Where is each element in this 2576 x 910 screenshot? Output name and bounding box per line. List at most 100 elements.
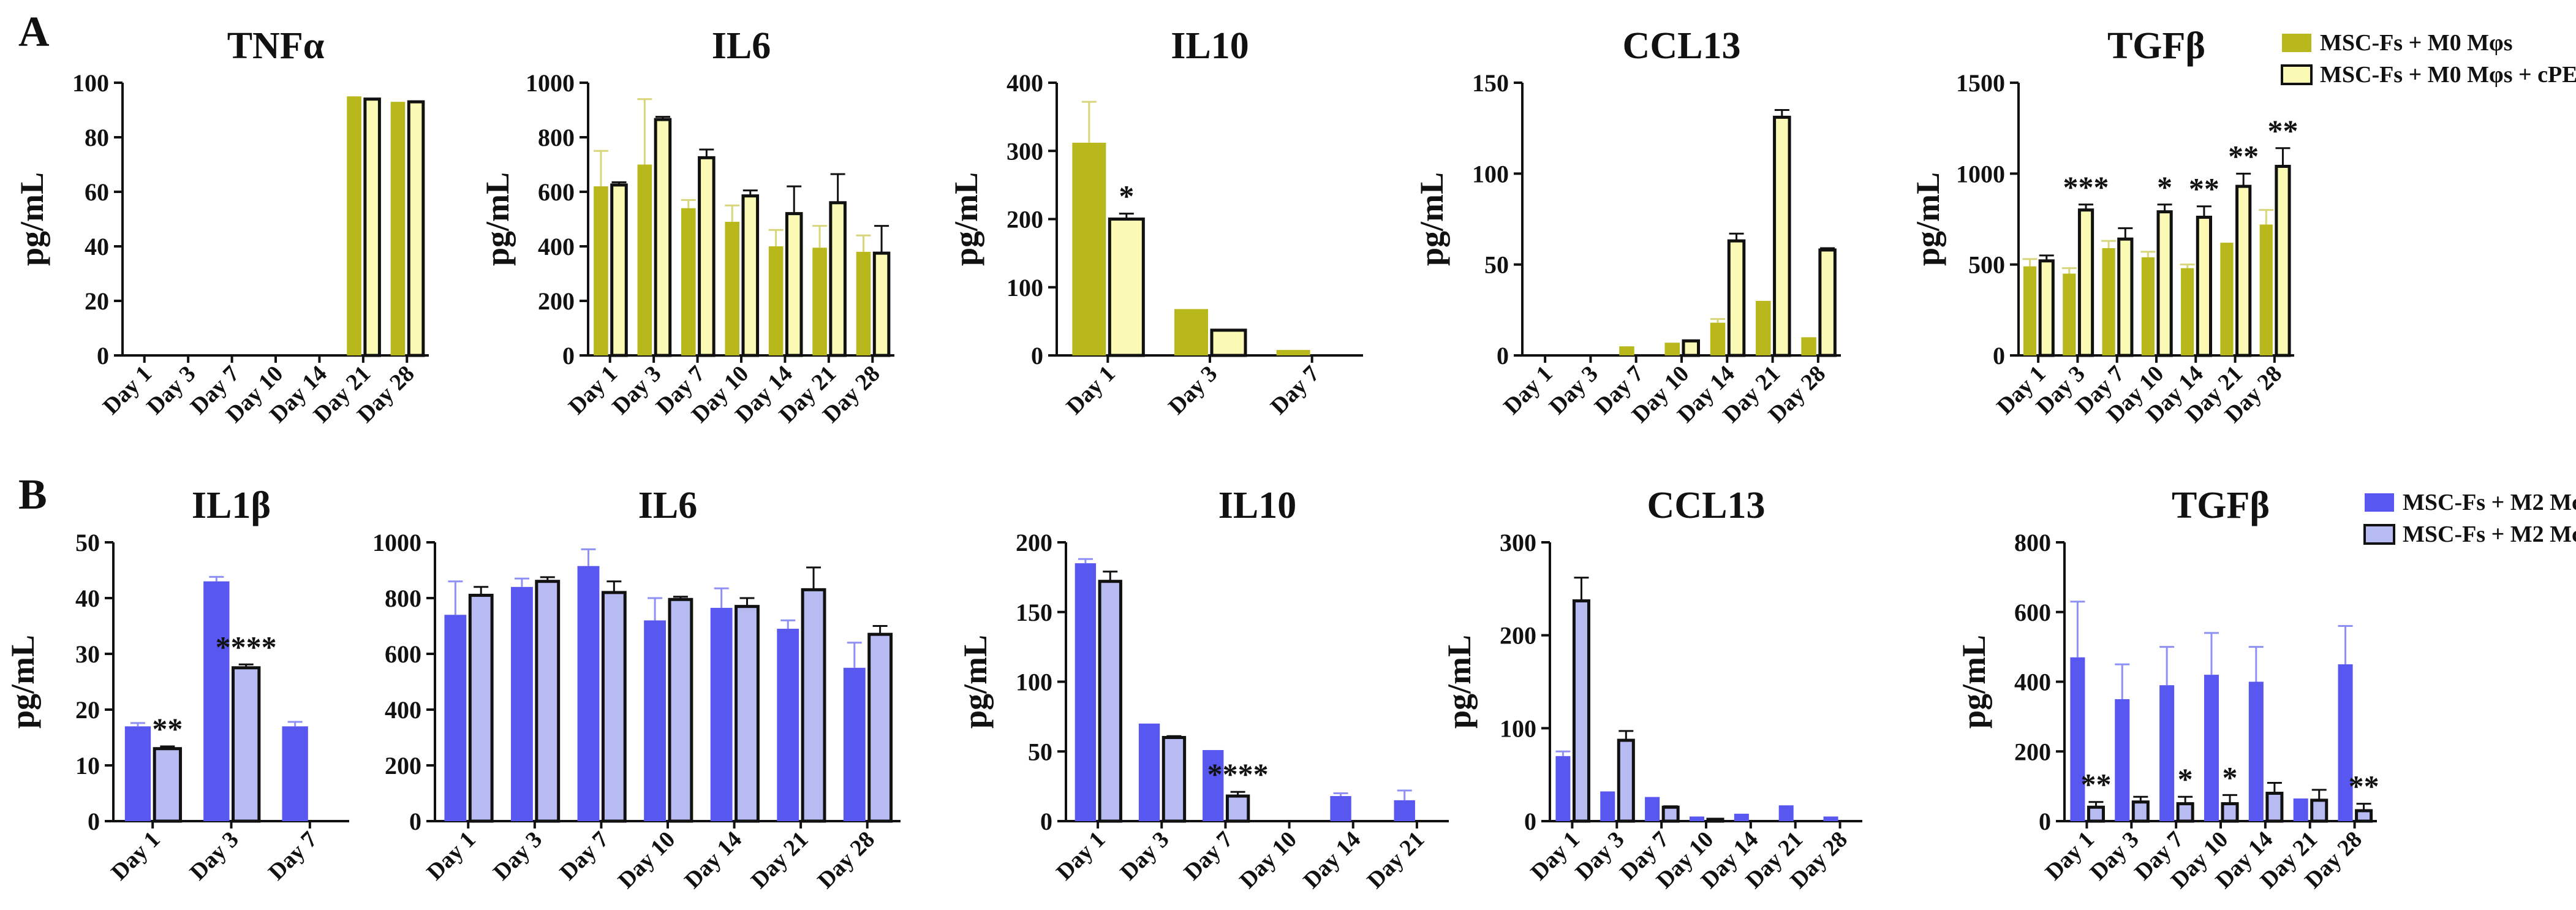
bar-day-10-series-2: [668, 597, 693, 823]
bar-day-21-series-1: [1394, 800, 1415, 821]
bar-day-3-series-2: [1210, 328, 1247, 357]
chart-title: TGFβ: [2107, 25, 2205, 67]
bar-day-3-series-1: [637, 164, 652, 355]
legend-label-series-1: MSC-Fs + M2 Mφs: [2403, 490, 2576, 515]
x-tick-label: Day 1: [1062, 361, 1120, 420]
y-axis-title: pg/mL: [948, 172, 984, 266]
y-tick-label: 200: [2014, 738, 2051, 765]
y-tick-label: 400: [2014, 669, 2051, 696]
bar-day-14-series-1: [1734, 813, 1749, 821]
bar-day-3-series-2: [1617, 738, 1635, 823]
bar-day-1-series-1: [124, 726, 151, 821]
bar-day-1-series-2: [2038, 259, 2055, 357]
x-tick-label: Day 1: [106, 827, 165, 885]
bar-day-10-series-2: [741, 194, 760, 357]
y-tick-label: 800: [538, 124, 575, 151]
y-tick-label: 10: [75, 752, 100, 779]
chart-title: IL1β: [192, 485, 271, 526]
x-tick-label: Day 1: [1051, 827, 1110, 885]
bar-day-3-series-1: [1138, 723, 1160, 821]
bar-day-28-series-2: [1818, 248, 1837, 357]
bar-day-3-series-2: [654, 118, 672, 357]
bar-day-7-series-2: [2176, 802, 2194, 823]
y-tick-label: 20: [75, 696, 100, 724]
bar-day-14-series-2: [785, 212, 803, 357]
y-tick-label: 50: [1484, 251, 1509, 279]
y-tick-label: 200: [1500, 622, 1536, 650]
legend-label-series-2: MSC-Fs + M0 Mφs + cPE: [2320, 62, 2576, 88]
significance-stars: **: [2080, 767, 2111, 802]
bar-day-21-series-2: [2235, 184, 2252, 357]
y-tick-label: 80: [85, 124, 109, 151]
y-tick-label: 50: [1028, 738, 1052, 765]
y-tick-label: 30: [75, 640, 100, 668]
y-tick-label: 0: [2039, 808, 2051, 835]
bar-day-10-series-1: [1664, 343, 1680, 355]
bar-day-21-series-1: [2220, 243, 2234, 355]
legend-swatch-series-1: [2365, 493, 2394, 512]
x-tick-label: Day 3: [185, 827, 244, 885]
y-tick-label: 100: [1016, 669, 1052, 696]
bar-day-28-series-2: [2355, 809, 2373, 823]
bar-day-28-series-2: [872, 251, 891, 357]
y-tick-label: 1000: [526, 69, 575, 97]
x-tick-label: Day 10: [1234, 827, 1302, 894]
significance-stars: **: [152, 711, 183, 746]
bar-day-1-series-1: [1072, 142, 1106, 355]
bar-day-21-series-2: [363, 97, 381, 357]
bar-day-10-series-1: [2204, 675, 2219, 821]
bar-day-3-series-1: [2063, 273, 2076, 355]
y-tick-label: 400: [385, 696, 421, 724]
chart-6: IL1β pg/mL 0 10 20 30 40 50 ** Day 1 **** Day 3 Day …: [4, 485, 349, 885]
bar-day-21-series-1: [1756, 301, 1771, 355]
y-tick-label: 0: [88, 808, 100, 835]
x-tick-label: Day 1: [2041, 827, 2099, 885]
y-tick-label: 200: [538, 287, 575, 315]
bar-day-21-series-2: [829, 201, 847, 357]
significance-stars: *: [2223, 760, 2238, 794]
x-tick-label: Day 1: [1498, 361, 1557, 420]
bar-day-1-series-2: [1572, 599, 1590, 823]
bar-day-1-series-1: [2023, 266, 2037, 355]
y-axis-title: pg/mL: [479, 172, 516, 266]
legend-swatch-series-1: [2282, 34, 2311, 52]
significance-stars: ***: [2063, 170, 2109, 204]
chart-title: IL6: [712, 25, 771, 67]
bar-day-7-series-1: [2102, 248, 2115, 355]
x-tick-label: Day 3: [1571, 827, 1630, 885]
y-tick-label: 60: [85, 178, 109, 206]
chart-title: TGFβ: [2172, 485, 2270, 526]
y-tick-label: 100: [1007, 274, 1043, 301]
y-tick-label: 300: [1007, 137, 1043, 165]
bar-day-1-series-2: [153, 747, 183, 823]
x-tick-label: Day 7: [1179, 827, 1238, 885]
y-tick-label: 0: [562, 342, 575, 370]
x-tick-label: Day 7: [263, 827, 322, 885]
bar-day-3-series-2: [232, 666, 261, 823]
bar-day-14-series-1: [1710, 322, 1726, 355]
x-tick-label: Day 14: [1299, 827, 1366, 894]
bar-day-3-series-1: [1174, 309, 1208, 355]
bar-day-1-series-2: [2087, 805, 2105, 823]
y-tick-label: 100: [1500, 715, 1536, 742]
bar-day-1-series-1: [444, 615, 467, 821]
bar-day-28-series-1: [1801, 337, 1816, 355]
x-tick-label: Day 1: [422, 827, 481, 885]
chart-title: TNFα: [227, 25, 325, 67]
y-tick-label: 1500: [1956, 69, 2005, 97]
significance-stars: *: [1119, 179, 1134, 213]
y-tick-label: 150: [1016, 599, 1052, 626]
x-tick-label: Day 1: [98, 361, 157, 420]
x-tick-label: Day 1: [1526, 827, 1585, 885]
x-tick-label: Day 21: [746, 827, 814, 894]
x-tick-label: Day 10: [613, 827, 681, 894]
y-tick-label: 400: [538, 233, 575, 260]
bar-day-28-series-2: [2275, 164, 2291, 357]
y-tick-label: 500: [1968, 251, 2005, 279]
legend-label-series-1: MSC-Fs + M0 Mφs: [2320, 30, 2512, 56]
chart-8: IL10 pg/mL 0 50 100 150 200 Day 1 Day 3 **** Day 7…: [957, 485, 1449, 893]
bar-day-7-series-1: [1645, 797, 1660, 821]
bar-day-7-series-1: [1203, 749, 1224, 821]
